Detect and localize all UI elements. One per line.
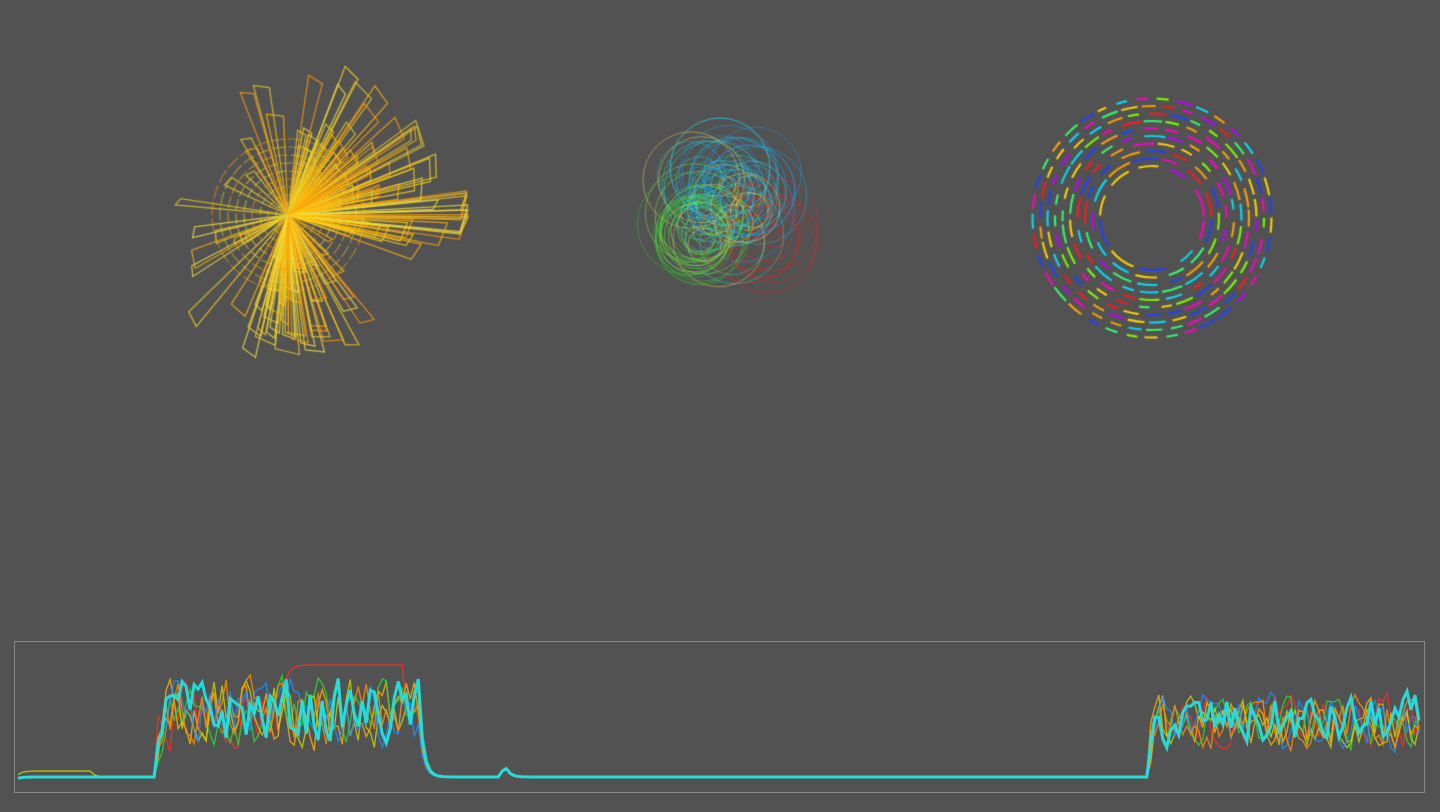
timeline-chart [17,664,1421,780]
timeline-series-line [17,678,1421,780]
timeline-panel[interactable] [14,641,1425,793]
visualization-canvas [0,0,1440,640]
